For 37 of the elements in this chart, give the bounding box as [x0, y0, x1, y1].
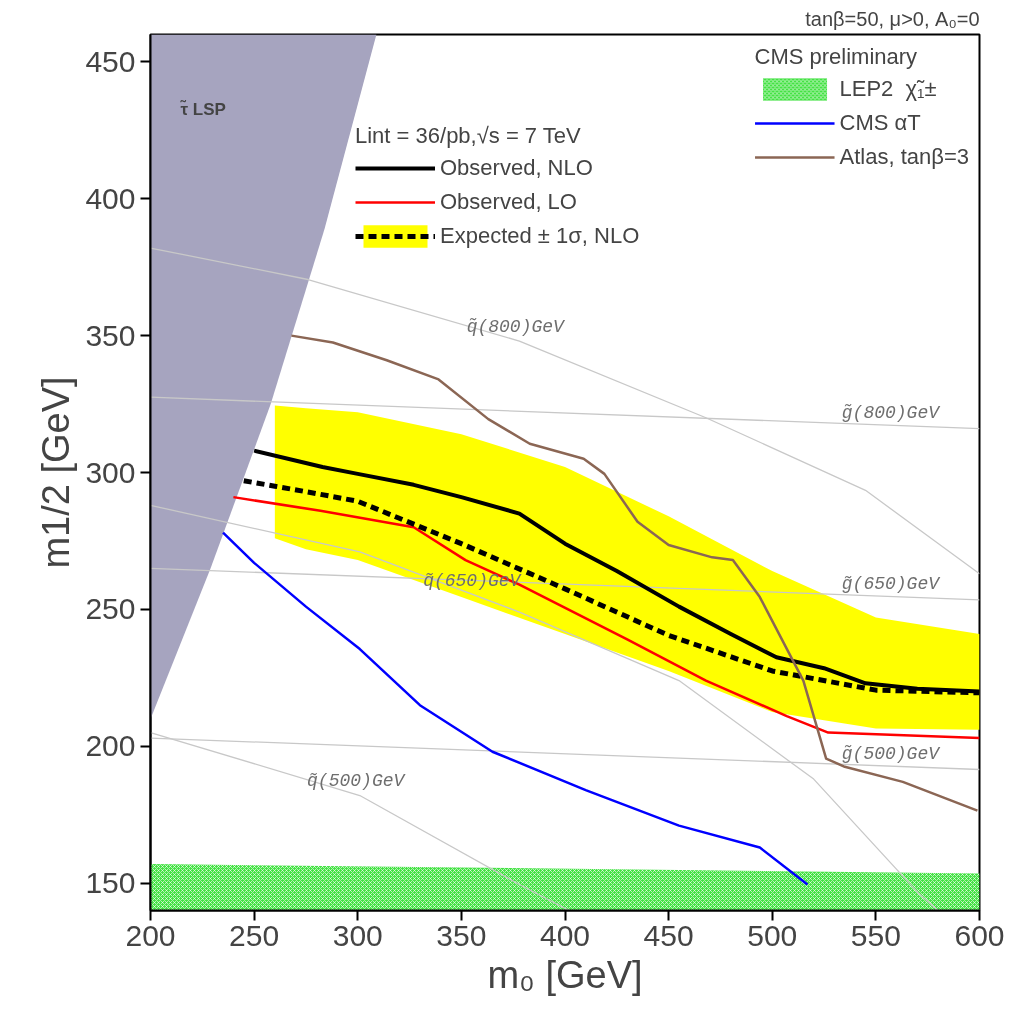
legend-label: Observed, NLO — [440, 155, 593, 181]
legend-title: Lint = 36/pb,√s = 7 TeV — [355, 123, 582, 149]
y-tick-label: 400 — [85, 181, 136, 215]
legend-label: LEP2 χ̃₁± — [839, 76, 937, 102]
y-tick-label: 150 — [85, 866, 136, 900]
y-tick-label: 250 — [85, 592, 136, 626]
x-axis-title: m₀ [GeV] — [487, 953, 643, 996]
y-tick-label: 300 — [85, 455, 136, 489]
legend-label: Atlas, tanβ=3 — [839, 144, 969, 170]
annotation: q̃(800)GeV — [466, 316, 567, 337]
line-series — [290, 334, 979, 812]
x-tick-label: 450 — [643, 918, 694, 952]
y-axis-title: m1/2 [GeV] — [35, 376, 78, 569]
legend-label: CMS αT — [839, 110, 921, 136]
chart-title: tanβ=50, μ>0, A₀=0 — [805, 7, 980, 30]
x-tick-label: 350 — [436, 918, 487, 952]
x-tick-label: 550 — [850, 918, 901, 952]
annotation: g̃(500)GeV — [841, 743, 942, 764]
x-tick-label: 400 — [539, 918, 591, 952]
annotation: g̃(800)GeV — [841, 402, 942, 423]
y-tick-label: 200 — [85, 729, 136, 763]
annotation: τ̃ LSP — [180, 99, 226, 119]
x-tick-label: 500 — [747, 918, 798, 952]
line-series — [232, 495, 980, 740]
annotation: CMS preliminary — [754, 44, 919, 70]
annotation: q̃(500)GeV — [307, 771, 407, 792]
line-series — [221, 531, 809, 886]
legend-label: Observed, LO — [440, 189, 577, 215]
annotation: g̃(650)GeV — [841, 574, 942, 595]
x-tick-label: 600 — [954, 918, 1005, 952]
x-tick-label: 300 — [332, 918, 383, 952]
line-series — [150, 247, 980, 575]
x-tick-label: 250 — [229, 918, 280, 952]
y-tick-label: 350 — [85, 318, 136, 352]
x-tick-label: 200 — [125, 918, 176, 952]
y-tick-label: 450 — [85, 44, 136, 78]
legend-label: Expected ± 1σ, NLO — [440, 223, 640, 249]
